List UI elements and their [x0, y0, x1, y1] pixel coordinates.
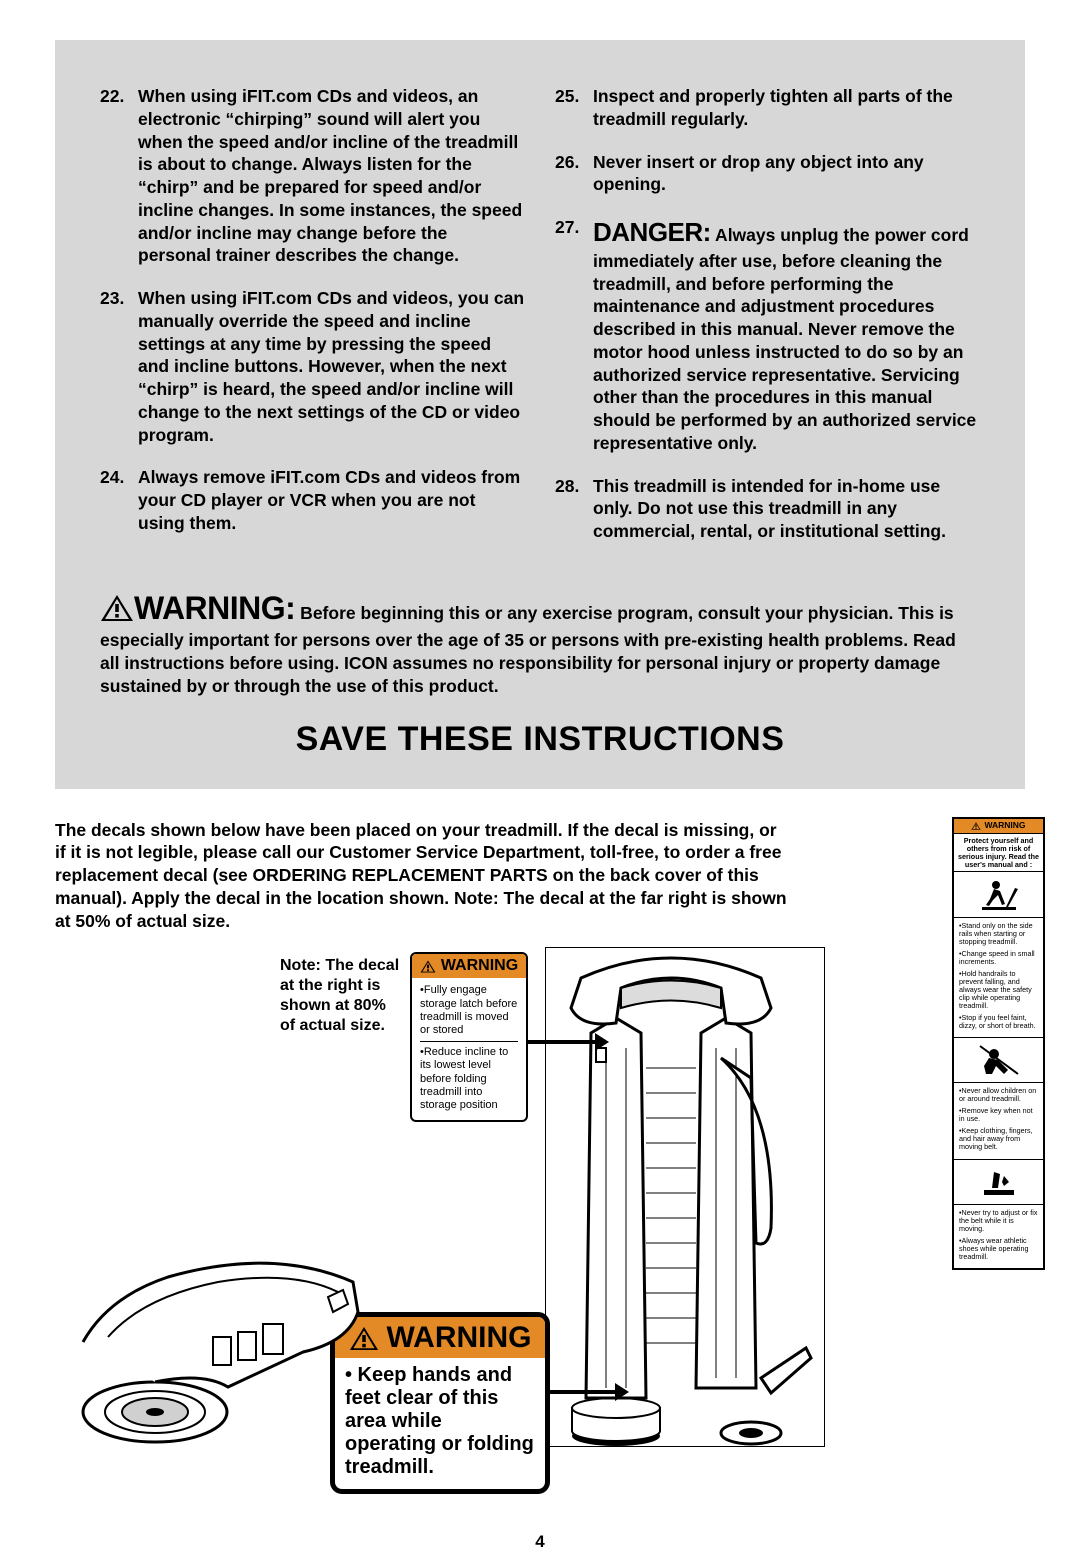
big-decal-header-text: WARNING [387, 1321, 532, 1355]
list-item: 22.When using iFIT.com CDs and videos, a… [100, 85, 525, 267]
item-number: 24. [100, 466, 138, 534]
list-item: 25.Inspect and properly tighten all part… [555, 85, 980, 131]
tall-decal-item: •Never try to adjust or fix the belt whi… [959, 1209, 1038, 1233]
item-text: Never insert or drop any object into any… [593, 151, 980, 197]
warning-triangle-icon [971, 822, 981, 830]
arrow-head-icon [615, 1383, 629, 1401]
warning-triangle-icon [100, 594, 134, 622]
warning-triangle-icon [420, 960, 436, 973]
item-number: 25. [555, 85, 593, 131]
tall-decal-item: •Never allow children on or around tread… [959, 1087, 1038, 1103]
item-text: This treadmill is intended for in-home u… [593, 475, 980, 543]
tall-decal-list-2: •Never allow children on or around tread… [954, 1083, 1043, 1158]
tall-warning-decal: WARNING Protect yourself and others from… [952, 817, 1045, 1270]
page-number: 4 [55, 1532, 1025, 1552]
divider [420, 1041, 518, 1042]
left-column: 22.When using iFIT.com CDs and videos, a… [100, 85, 525, 563]
tall-decal-list-3: •Never try to adjust or fix the belt whi… [954, 1205, 1043, 1269]
tall-decal-item: •Stop if you feel faint, dizzy, or short… [959, 1014, 1038, 1030]
item-text: DANGER: Always unplug the power cord imm… [593, 216, 980, 455]
tall-decal-list-1: •Stand only on the side rails when start… [954, 918, 1043, 1037]
tall-decal-item: •Change speed in small increments. [959, 950, 1038, 966]
tall-decal-item: •Always wear athletic shoes while operat… [959, 1237, 1038, 1261]
item-text: Always remove iFIT.com CDs and videos fr… [138, 466, 525, 534]
arrow-line [550, 1390, 620, 1394]
small-decal-header-text: WARNING [441, 957, 518, 975]
item-number: 26. [555, 151, 593, 197]
item-text-span: Always unplug the power cord immediately… [593, 225, 976, 453]
big-warning-decal: WARNING • Keep hands and feet clear of t… [330, 1312, 550, 1494]
tall-decal-item: •Keep clothing, fingers, and hair away f… [959, 1127, 1038, 1151]
gray-instruction-box: 22.When using iFIT.com CDs and videos, a… [55, 40, 1025, 789]
arrow-head-icon [595, 1033, 609, 1051]
list-item: 24.Always remove iFIT.com CDs and videos… [100, 466, 525, 534]
right-column: 25.Inspect and properly tighten all part… [555, 85, 980, 563]
tall-decal-item: •Remove key when not in use. [959, 1107, 1038, 1123]
list-item: 23.When using iFIT.com CDs and videos, y… [100, 287, 525, 446]
save-instructions-heading: SAVE THESE INSTRUCTIONS [100, 720, 980, 759]
note-80-percent: Note: The decal at the right is shown at… [280, 956, 400, 1036]
small-decal-body: •Fully engage storage latch before tread… [412, 978, 526, 1112]
tall-decal-pictogram-2 [954, 1037, 1043, 1083]
tall-decal-item: •Stand only on the side rails when start… [959, 922, 1038, 946]
decals-intro-text: The decals shown below have been placed … [55, 819, 790, 933]
item-text: When using iFIT.com CDs and videos, you … [138, 287, 525, 446]
decals-diagram-area: Note: The decal at the right is shown at… [55, 932, 1025, 1552]
tall-decal-head1: Protect yourself and others from risk of… [954, 834, 1043, 873]
warning-label: WARNING: [134, 590, 295, 626]
tall-decal-item: •Hold handrails to prevent falling, and … [959, 970, 1038, 1010]
item-number: 23. [100, 287, 138, 446]
arrow-line [528, 1040, 600, 1044]
tall-decal-header-text: WARNING [984, 821, 1025, 830]
item-number: 28. [555, 475, 593, 543]
list-item: 26.Never insert or drop any object into … [555, 151, 980, 197]
tall-decal-header: WARNING [954, 819, 1043, 833]
small-warning-decal: WARNING •Fully engage storage latch befo… [410, 952, 528, 1122]
small-decal-item: •Fully engage storage latch before tread… [420, 984, 518, 1037]
tall-decal-pictogram-1 [954, 872, 1043, 918]
danger-label: DANGER: [593, 217, 711, 247]
two-column-list: 22.When using iFIT.com CDs and videos, a… [100, 85, 980, 563]
treadmill-base-diagram [73, 1242, 363, 1467]
tall-decal-pictogram-3 [954, 1159, 1043, 1205]
list-item: 28.This treadmill is intended for in-hom… [555, 475, 980, 543]
small-decal-item: •Reduce incline to its lowest level befo… [420, 1046, 518, 1112]
item-number: 27. [555, 216, 593, 455]
item-text: Inspect and properly tighten all parts o… [593, 85, 980, 131]
small-decal-header: WARNING [412, 954, 526, 978]
list-item: 27.DANGER: Always unplug the power cord … [555, 216, 980, 455]
warning-paragraph: WARNING: Before beginning this or any ex… [100, 588, 980, 698]
big-decal-header: WARNING [335, 1317, 545, 1358]
item-number: 22. [100, 85, 138, 267]
big-decal-body: • Keep hands and feet clear of this area… [335, 1358, 545, 1489]
treadmill-diagram [545, 947, 825, 1447]
item-text: When using iFIT.com CDs and videos, an e… [138, 85, 525, 267]
